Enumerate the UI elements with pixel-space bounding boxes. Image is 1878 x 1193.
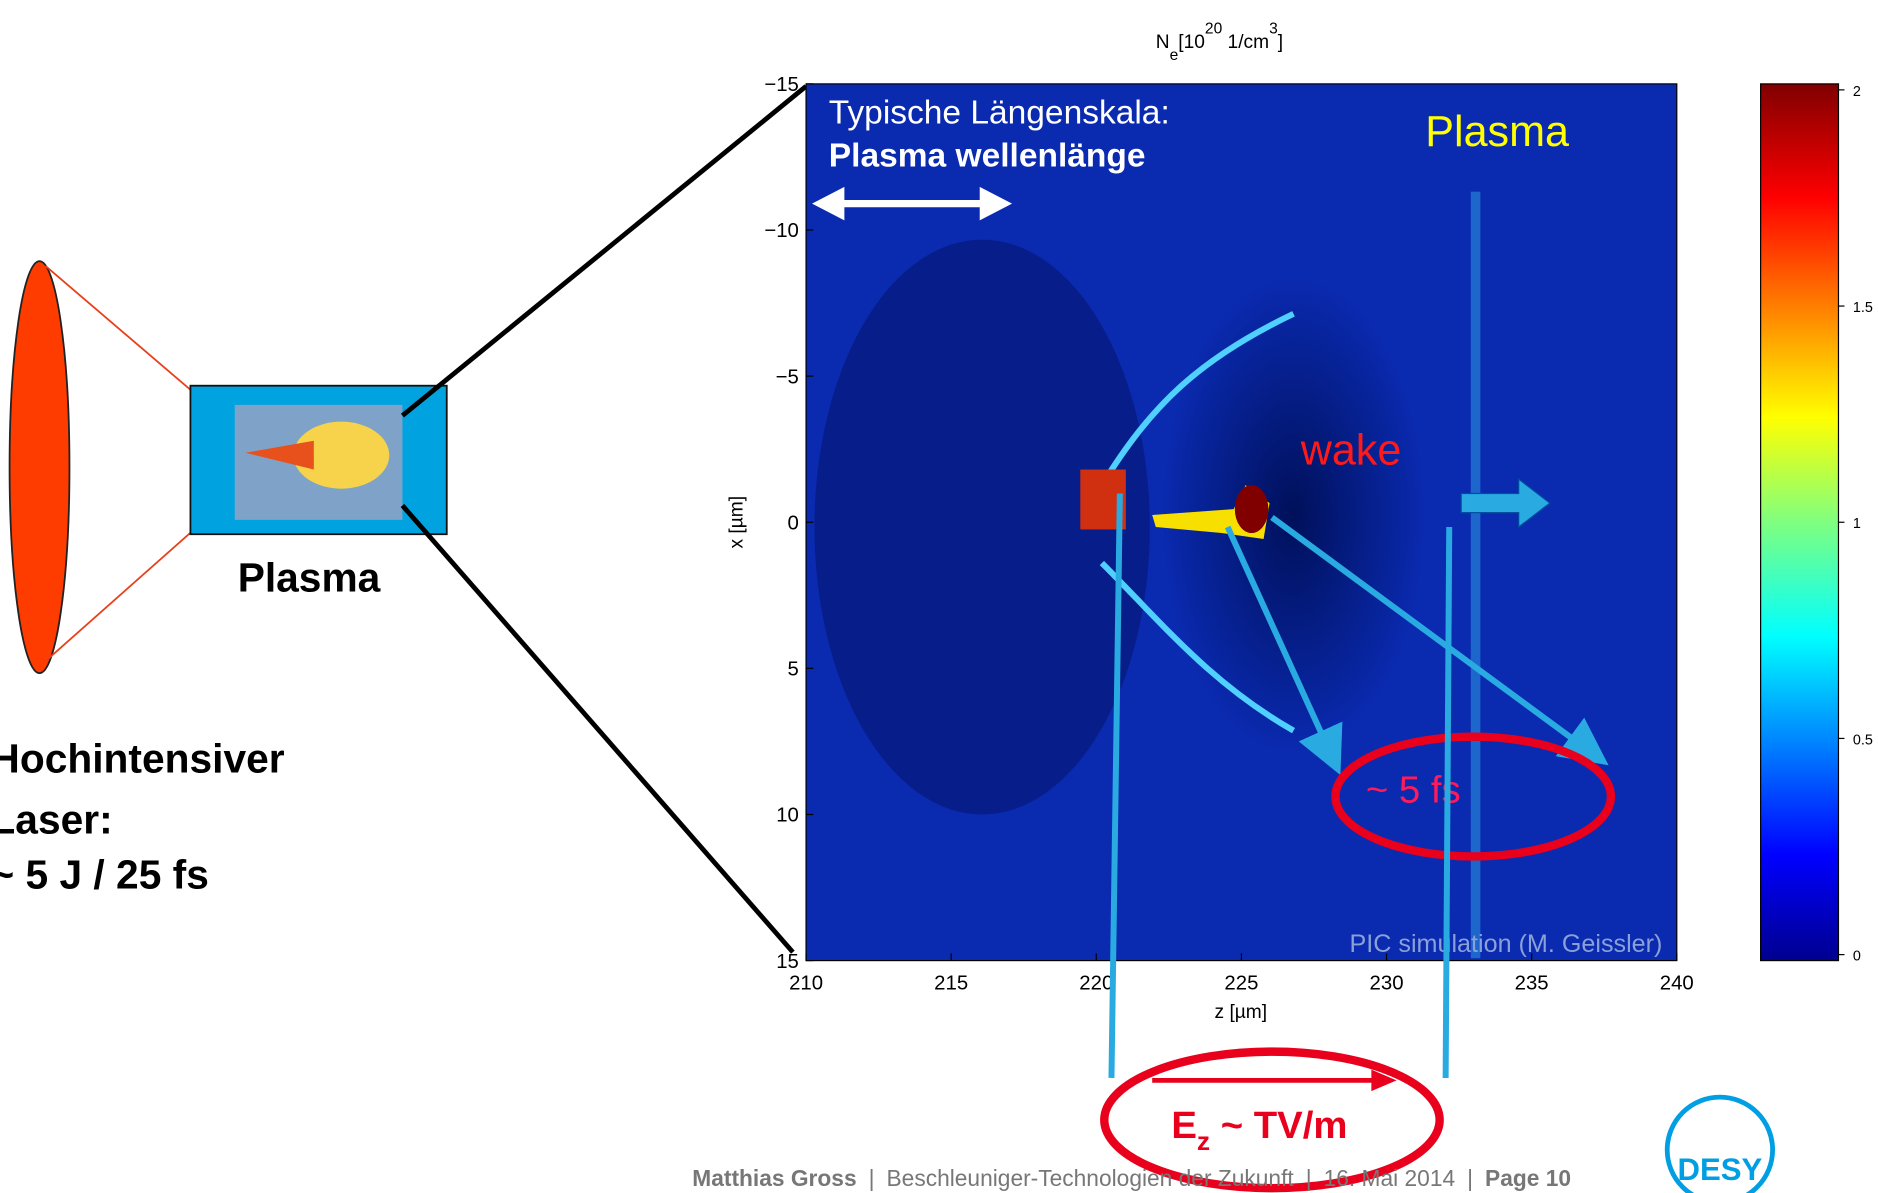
laser-text: Hochintensiver: [0, 736, 285, 782]
annotation: Plasma: [1425, 108, 1569, 156]
x-tick-label: 220: [1079, 972, 1113, 994]
footer-part: |: [1306, 1165, 1312, 1191]
x-tick-label: 230: [1370, 972, 1404, 994]
x-tick-label: 215: [934, 972, 968, 994]
field-part: z: [1197, 1126, 1210, 1156]
colorbar-tick-label: 0: [1853, 949, 1861, 965]
field-part: ~ TV/m: [1210, 1104, 1347, 1147]
plasma-label: Plasma: [238, 555, 381, 601]
slide: Plasma Hochintensiver Laser: ~ 5 J / 25 …: [0, 0, 1878, 1193]
field-part: E: [1171, 1104, 1197, 1147]
laser-pulse: [1471, 192, 1481, 959]
colorbar: [1761, 84, 1839, 961]
credit: PIC simulation (M. Geissler): [1349, 930, 1662, 958]
annotation: wake: [1300, 427, 1402, 475]
body: Plasma Hochintensiver Laser: ~ 5 J / 25 …: [0, 0, 1878, 1193]
colorbar-title: Ne[1020 1/cm3]: [1156, 21, 1283, 64]
colorbar-tick-label: 1: [1853, 516, 1861, 532]
logo-text: DESY: [1678, 1152, 1763, 1187]
footer-part: Matthias Gross: [692, 1165, 856, 1191]
cb-title-part: 3: [1269, 21, 1278, 38]
footer-part: |: [1467, 1165, 1473, 1191]
y-axis-label: x [µm]: [727, 496, 748, 549]
cb-title-part: N: [1156, 32, 1170, 53]
footer-part: Beschleuniger-Technologien der Zukunft: [887, 1165, 1295, 1191]
pointer: [1446, 527, 1450, 1078]
y-tick-label: 15: [776, 951, 799, 973]
y-tick-label: −15: [764, 74, 799, 96]
field-label: Ez ~ TV/m: [1171, 1104, 1347, 1156]
annotation: Typische Längenskala:: [829, 94, 1170, 131]
cb-title-part: 20: [1205, 21, 1223, 38]
laser-text: Laser:: [0, 797, 113, 843]
y-tick-label: 0: [788, 512, 799, 534]
footer-part: |: [869, 1165, 875, 1191]
cb-title-part: ]: [1278, 32, 1283, 53]
x-axis-label: z [µm]: [1215, 1002, 1268, 1023]
y-tick-label: 5: [788, 659, 799, 681]
cb-title-part: e: [1170, 47, 1179, 64]
footer-part: Page 10: [1485, 1165, 1571, 1191]
laser-text: ~ 5 J / 25 fs: [0, 852, 209, 898]
colorbar-tick-label: 2: [1853, 84, 1861, 100]
x-tick-label: 210: [789, 972, 823, 994]
laser-lens: [10, 261, 70, 673]
y-tick-label: −5: [776, 366, 799, 388]
y-tick-label: 10: [776, 805, 799, 827]
colorbar-tick-label: 0.5: [1853, 732, 1873, 748]
x-tick-label: 240: [1660, 972, 1694, 994]
zoom-line: [402, 86, 806, 415]
footer-part: 16. Mai 2014: [1324, 1165, 1456, 1191]
page: {"left": {"plasma_label": "Plasma", "las…: [0, 0, 1878, 1193]
cb-title-part: 1/cm: [1222, 32, 1269, 53]
y-tick-label: −10: [764, 220, 799, 242]
footer: Matthias Gross | Beschleuniger-Technologie…: [692, 1165, 1571, 1191]
colorbar-tick-label: 1.5: [1853, 300, 1873, 316]
annotation: Plasma wellenlänge: [829, 138, 1146, 175]
x-tick-label: 235: [1515, 972, 1549, 994]
x-tick-label: 225: [1224, 972, 1258, 994]
zoom-line: [402, 505, 792, 952]
density-bunch: [1235, 485, 1269, 533]
cb-title-part: [10: [1178, 32, 1205, 53]
